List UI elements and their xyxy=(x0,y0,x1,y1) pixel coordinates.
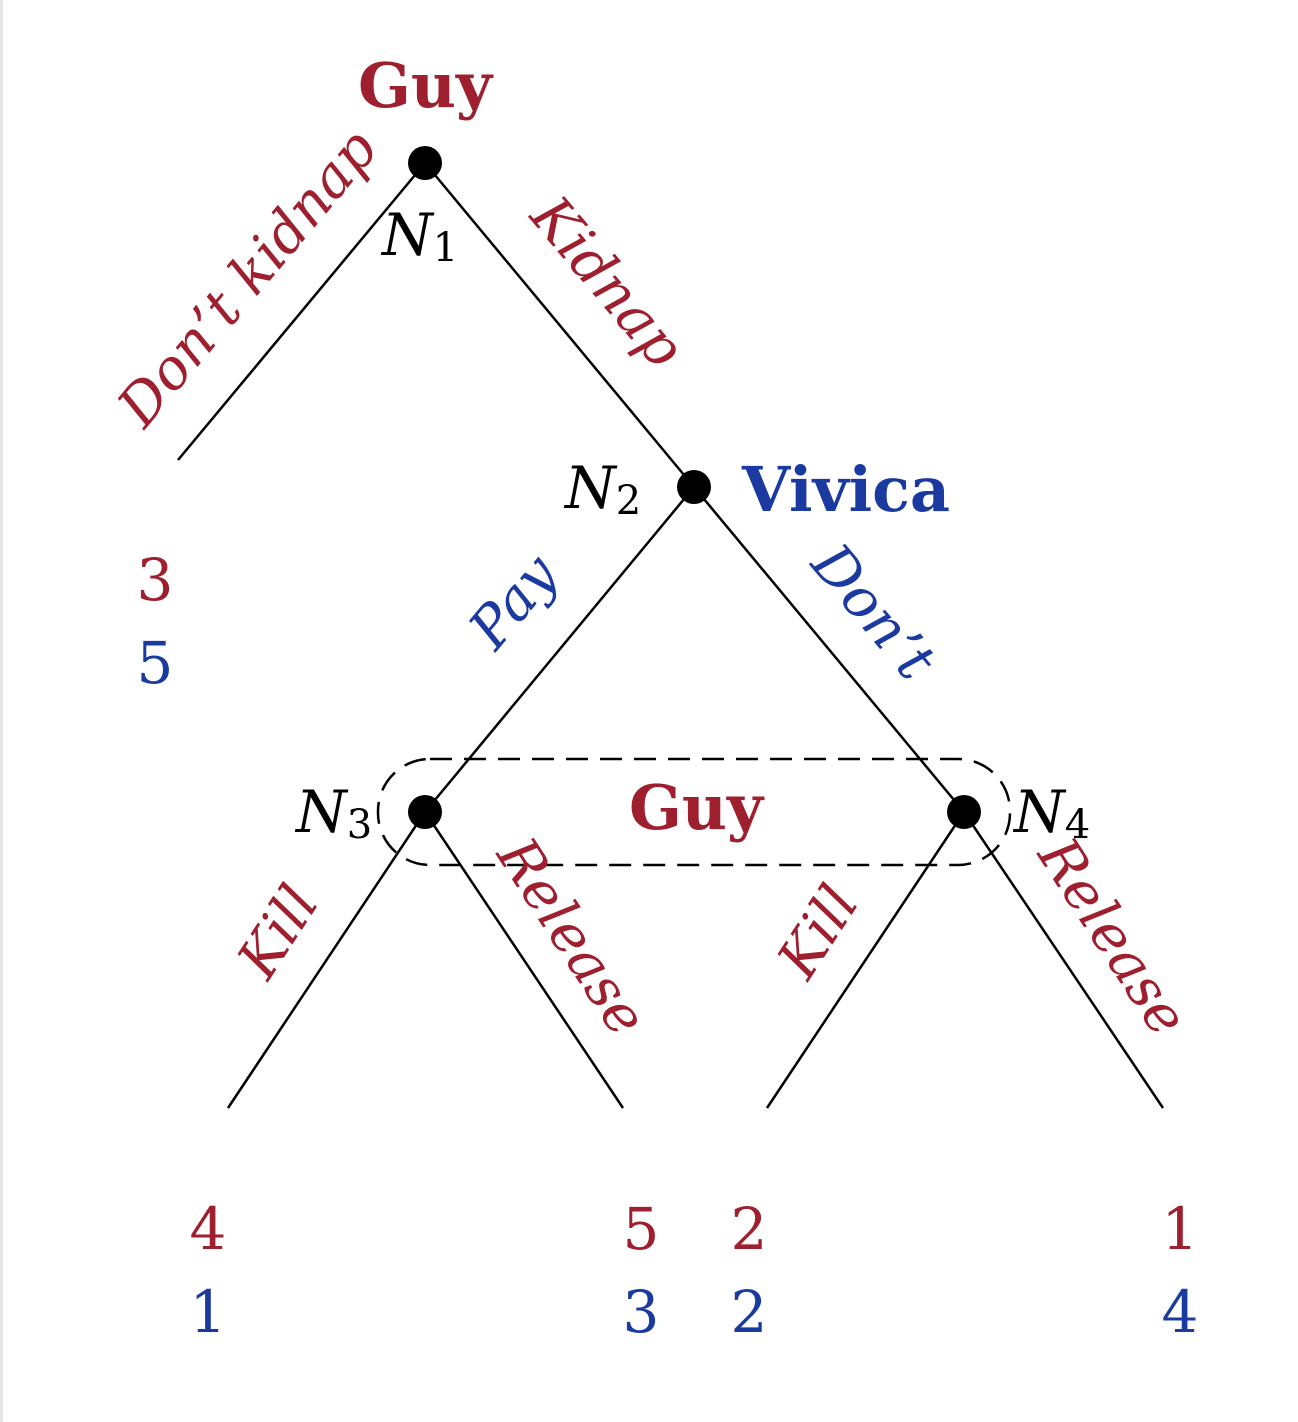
branch-kill-right xyxy=(765,811,966,1109)
branch-dont-kidnap xyxy=(177,162,426,461)
payoff-dont-kill-guy: 2 xyxy=(731,1195,768,1263)
node-label-n4: N4 xyxy=(1012,778,1090,848)
move-label-dont-kidnap: Don’t kidnap xyxy=(105,117,391,440)
payoff-pay-release-vivica: 3 xyxy=(623,1278,660,1346)
payoff-dont-kidnap-guy: 3 xyxy=(137,546,174,614)
payoff-pay-kill-guy: 4 xyxy=(190,1195,227,1263)
payoff-pay-kill-vivica: 1 xyxy=(190,1278,227,1346)
player-label-guy-info-set: Guy xyxy=(629,771,765,844)
payoff-dont-kidnap-vivica: 5 xyxy=(137,629,174,697)
branch-kidnap xyxy=(424,162,695,488)
branch-kill-left xyxy=(226,811,427,1109)
move-label-dont: Don’t xyxy=(798,531,948,693)
payoff-pay-release-guy: 5 xyxy=(623,1195,660,1263)
node-label-n1: N1 xyxy=(380,201,458,271)
node-n4 xyxy=(947,795,981,829)
node-n1 xyxy=(408,146,442,180)
move-label-kidnap: Kidnap xyxy=(517,184,697,380)
branch-pay xyxy=(424,486,695,813)
payoff-dont-kill-vivica: 2 xyxy=(731,1278,768,1346)
move-label-release-right: Release xyxy=(1024,825,1200,1047)
node-label-n3: N3 xyxy=(294,778,372,848)
move-label-pay: Pay xyxy=(456,542,572,662)
payoff-dont-release-guy: 1 xyxy=(1162,1195,1199,1263)
node-n2 xyxy=(677,470,711,504)
left-border xyxy=(0,0,3,1422)
node-n3 xyxy=(408,795,442,829)
payoff-dont-release-vivica: 4 xyxy=(1162,1278,1199,1346)
node-label-n2: N2 xyxy=(563,454,641,524)
branch-release-right xyxy=(962,811,1165,1109)
player-label-vivica: Vivica xyxy=(741,453,950,526)
information-set xyxy=(376,757,1012,867)
branch-release-left xyxy=(423,811,625,1109)
move-label-kill-left: Kill xyxy=(225,874,332,990)
player-label-guy-top: Guy xyxy=(358,49,494,122)
